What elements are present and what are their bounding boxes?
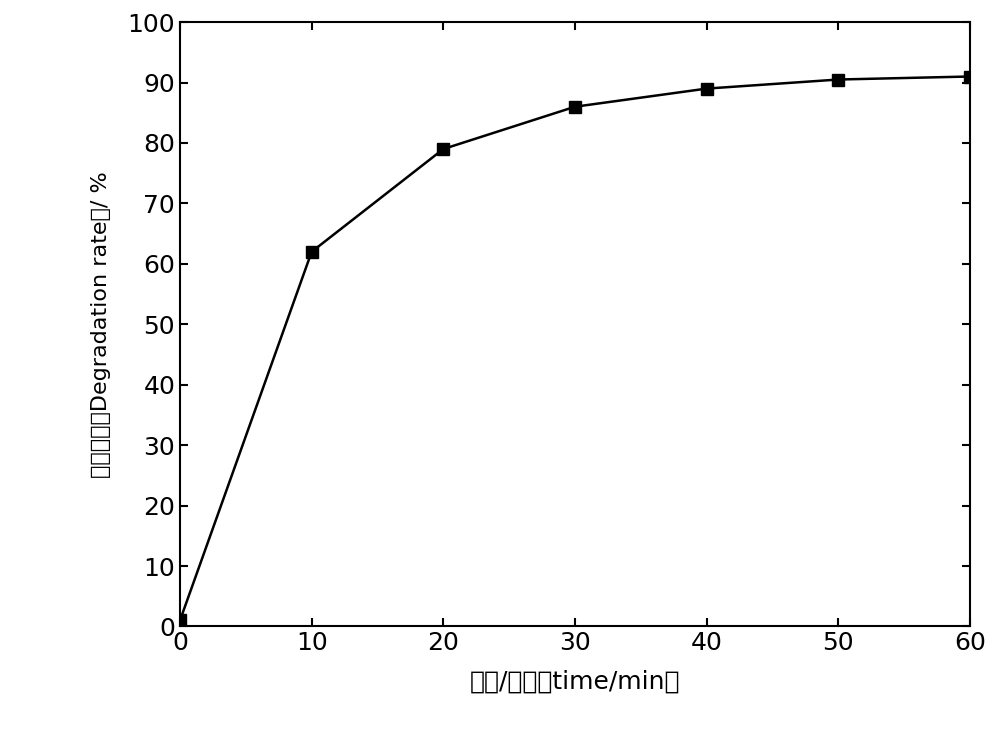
X-axis label: 时间/分钟（time/min）: 时间/分钟（time/min） <box>470 669 680 694</box>
Y-axis label: 光降解率（Degradation rate）/ %: 光降解率（Degradation rate）/ % <box>91 171 111 478</box>
